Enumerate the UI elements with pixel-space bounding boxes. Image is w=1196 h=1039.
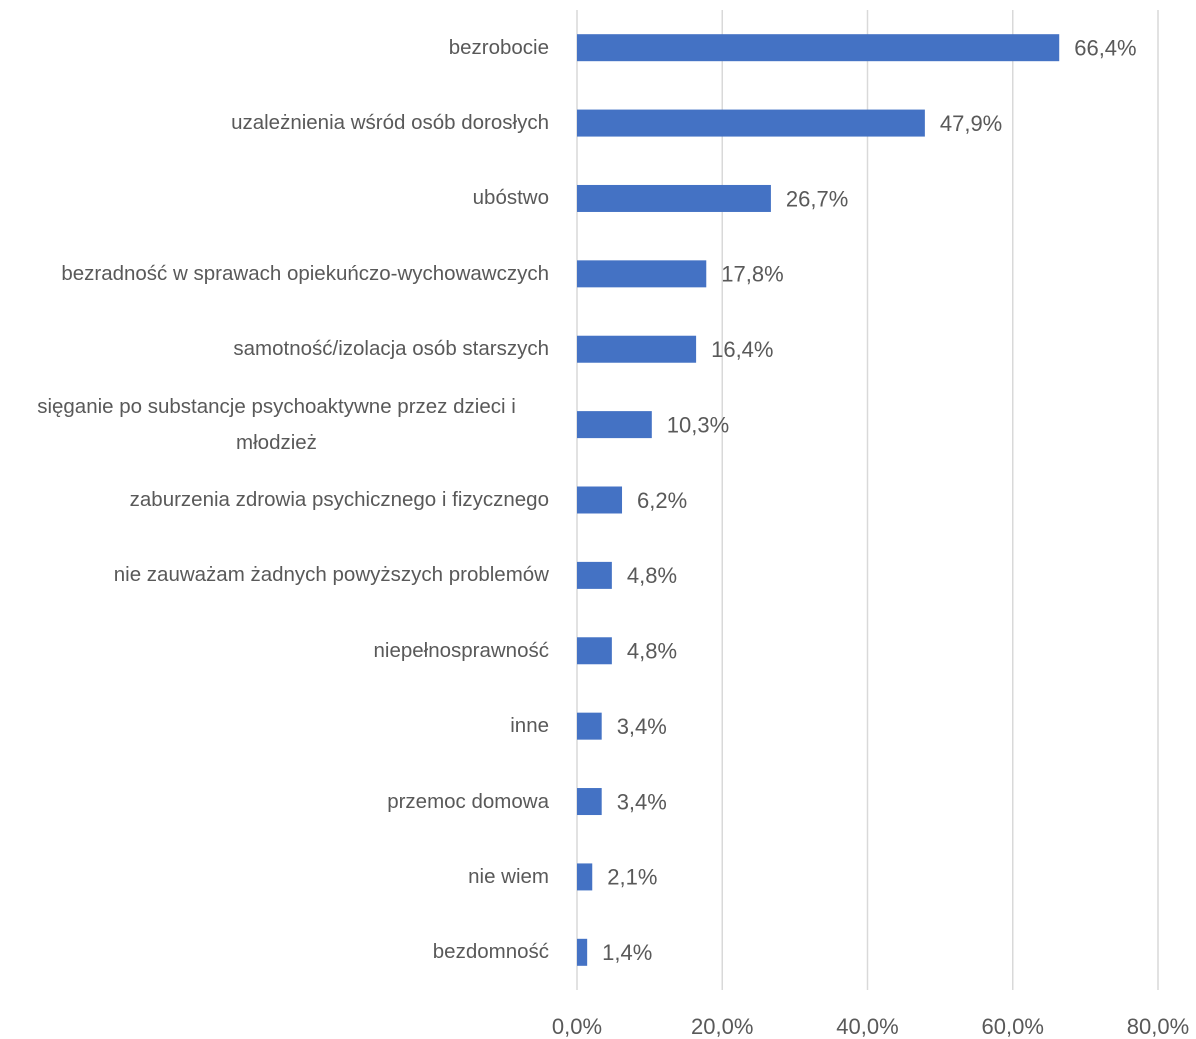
y-tick-label: samotność/izolacja osób starszych: [233, 337, 549, 361]
category-label-box: uzależnienia wśród osób dorosłych: [4, 105, 549, 141]
value-label: 6,2%: [637, 488, 687, 513]
bar: [577, 109, 925, 137]
y-tick-label: uzależnienia wśród osób dorosłych: [231, 111, 549, 135]
bar: [577, 938, 588, 966]
y-tick-label: sięganie po substancje psychoaktywne prz…: [37, 394, 516, 454]
bar: [577, 184, 771, 212]
value-label: 10,3%: [667, 412, 729, 437]
x-tick-label: 80,0%: [1127, 1014, 1189, 1039]
category-label-box: nie zauważam żadnych powyższych problemó…: [4, 557, 549, 593]
category-label-box: niepełnosprawność: [4, 633, 549, 669]
value-label: 26,7%: [786, 186, 848, 211]
y-tick-label: przemoc domowa: [387, 789, 549, 813]
y-tick-label: niepełnosprawność: [373, 638, 549, 662]
value-label: 4,8%: [627, 563, 677, 588]
value-label: 2,1%: [607, 865, 657, 890]
category-label-box: przemoc domowa: [4, 784, 549, 820]
value-label: 47,9%: [940, 111, 1002, 136]
bar: [577, 335, 697, 363]
y-tick-label: bezdomność: [432, 940, 549, 964]
category-label-box: zaburzenia zdrowia psychicznego i fizycz…: [4, 482, 549, 518]
bar: [577, 712, 602, 740]
y-tick-label: bezrobocie: [448, 35, 549, 59]
value-label: 3,4%: [617, 789, 667, 814]
category-label-box: ubóstwo: [4, 180, 549, 216]
category-label-box: nie wiem: [4, 859, 549, 895]
x-tick-label: 60,0%: [982, 1014, 1044, 1039]
bar: [577, 788, 602, 816]
value-label: 4,8%: [627, 639, 677, 664]
x-tick-label: 20,0%: [691, 1014, 753, 1039]
x-tick-label: 0,0%: [552, 1014, 602, 1039]
category-label-box: bezradność w sprawach opiekuńczo-wychowa…: [4, 256, 549, 292]
bar: [577, 411, 652, 439]
category-label-box: inne: [4, 708, 549, 744]
value-label: 16,4%: [711, 337, 773, 362]
bar: [577, 260, 707, 288]
value-label: 66,4%: [1074, 36, 1136, 61]
bar: [577, 561, 612, 589]
y-tick-label: inne: [510, 714, 549, 738]
bar: [577, 863, 593, 891]
value-label: 1,4%: [602, 940, 652, 965]
y-tick-label: nie zauważam żadnych powyższych problemó…: [113, 563, 549, 587]
y-tick-label: bezradność w sprawach opiekuńczo-wychowa…: [61, 261, 549, 285]
y-tick-label: zaburzenia zdrowia psychicznego i fizycz…: [129, 488, 549, 511]
category-label-box: bezrobocie: [4, 30, 549, 66]
category-label-box: bezdomność: [4, 934, 549, 970]
bar: [577, 637, 612, 665]
y-tick-label: nie wiem: [468, 864, 549, 888]
bar: [577, 34, 1060, 62]
category-label-box: samotność/izolacja osób starszych: [4, 331, 549, 367]
bar: [577, 486, 623, 514]
x-tick-label: 40,0%: [836, 1014, 898, 1039]
value-label: 3,4%: [617, 714, 667, 739]
category-label-box: sięganie po substancje psychoaktywne prz…: [4, 389, 549, 461]
value-label: 17,8%: [721, 262, 783, 287]
y-tick-label: ubóstwo: [472, 186, 549, 210]
